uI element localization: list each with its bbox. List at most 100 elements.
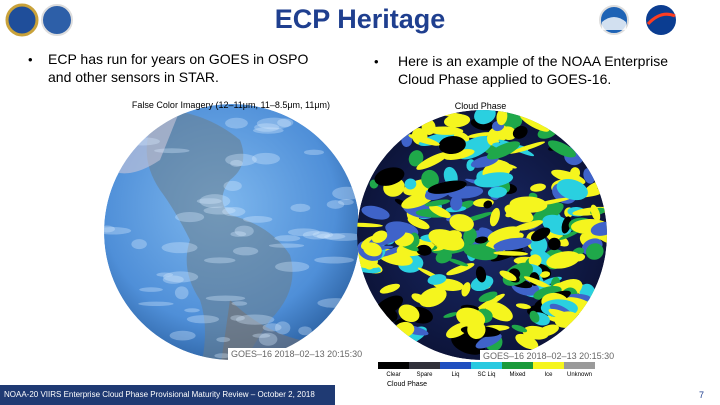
cloud-blob (531, 227, 551, 242)
colorbar-title: Cloud Phase (386, 381, 428, 388)
bullet-line: ECP has run for years on GOES in OSPO (48, 51, 309, 67)
cloud-blob (487, 186, 508, 198)
colorbar-label: Unknown (566, 372, 592, 378)
cloud-wisp (223, 180, 242, 192)
cloud-blob (509, 196, 548, 213)
cloud-blob (528, 254, 542, 267)
figure-title: False Color Imagery (12–11μm, 11–8.5μm, … (131, 100, 331, 110)
cloud-blob (537, 324, 559, 337)
cloud-blob (486, 141, 521, 160)
cloud-blob (429, 205, 451, 219)
cloud-blob (443, 114, 471, 128)
cloud-wisp (196, 198, 222, 205)
cloud-blob (443, 312, 459, 318)
cloud-wisp (161, 242, 198, 254)
cloud-wisp (162, 275, 184, 284)
bullet-line: and other sensors in STAR. (48, 69, 219, 85)
cloud-blob (408, 134, 440, 146)
cloud-blob (561, 216, 572, 234)
cloud-blob (523, 276, 553, 290)
cloud-blob (470, 275, 494, 292)
cloud-blob (547, 140, 577, 158)
cloud-blob (512, 125, 528, 139)
cloud-blob (474, 172, 514, 188)
cloud-wisp (277, 118, 294, 127)
colorbar-label: Clear (386, 372, 401, 378)
cloud-wisp (326, 200, 345, 209)
cloud-blob (590, 204, 601, 222)
cloud-blob (486, 126, 503, 146)
colorbar-label: Liq (451, 372, 460, 378)
cloud-blob (416, 244, 432, 256)
colorbar-swatch (440, 362, 471, 369)
cloud-blob (435, 250, 452, 264)
cloud-blob (511, 324, 528, 333)
bullet-line: Cloud Phase applied to GOES-16. (398, 71, 612, 87)
nasa-logo (646, 5, 676, 35)
cloud-blob (509, 141, 546, 154)
colorbar-label: Mixed (509, 372, 526, 378)
cloud-blob (546, 251, 581, 269)
cloud-blob (379, 283, 401, 294)
cloud-blob (361, 205, 390, 220)
cloud-blob (374, 167, 405, 186)
cloud-wisp (174, 286, 189, 300)
cloud-wisp (287, 228, 320, 237)
cloud-blob (475, 266, 487, 283)
cloud-blob (517, 220, 543, 231)
cloud-blob (427, 126, 464, 135)
colorbar-swatch (502, 362, 533, 369)
bullet-line: Here is an example of the NOAA Enterpris… (398, 53, 669, 69)
figure-title: Cloud Phase (454, 101, 507, 111)
cloud-blob (487, 226, 521, 243)
nasa-logo-detail (646, 12, 676, 26)
cloud-blob (411, 293, 427, 304)
timestamp: GOES–16 2018–02–13 20:15:30 (228, 348, 366, 360)
cloud-wisp (230, 231, 247, 237)
cloud-blob (450, 195, 463, 211)
cloud-blob (539, 271, 551, 278)
cloud-wisp (338, 199, 354, 206)
cloud-wisp (298, 326, 312, 336)
logo (41, 4, 73, 36)
cloud-wisp (231, 301, 248, 306)
cloud-blob (416, 151, 449, 170)
cloud-wisp (275, 261, 310, 272)
cloud-blob (463, 227, 477, 245)
cloud-blob (590, 221, 607, 236)
footer-bar (0, 385, 335, 405)
cloud-wisp (274, 235, 301, 242)
cloud-blob (515, 303, 531, 309)
noaa-logo-detail (602, 17, 626, 30)
cloud-wisp (199, 194, 231, 209)
cloud-blob (474, 236, 488, 244)
cloud-wisp (184, 308, 200, 313)
cloud-wisp (303, 149, 325, 156)
cloud-blob (438, 135, 466, 154)
cloud-blob (531, 202, 564, 225)
cloud-blob (461, 282, 471, 297)
cloud-blob (363, 242, 382, 257)
slide-title: ECP Heritage (274, 4, 446, 34)
cloud-wisp (251, 152, 280, 165)
cloud-wisp (332, 186, 360, 200)
cloud-blob (585, 243, 604, 260)
cloud-wisp (225, 153, 257, 166)
cloud-wisp (175, 211, 205, 223)
cloud-blob (558, 230, 580, 241)
cloud-blob (475, 333, 502, 349)
cloud-wisp (252, 127, 284, 134)
cloud-wisp (205, 295, 246, 302)
cloud-blob (427, 180, 467, 194)
cloud-wisp (139, 287, 163, 292)
cloud-wisp (214, 353, 231, 359)
cloud-blob (408, 150, 424, 167)
colorbar-label: SC Liq (477, 372, 496, 378)
cloud-blob (467, 132, 494, 138)
footer-text: NOAA-20 VIIRS Enterprise Cloud Phase Pro… (4, 390, 315, 399)
cloud-blob (407, 217, 430, 230)
colorbar (378, 362, 595, 369)
cloud-wisp (302, 230, 331, 240)
